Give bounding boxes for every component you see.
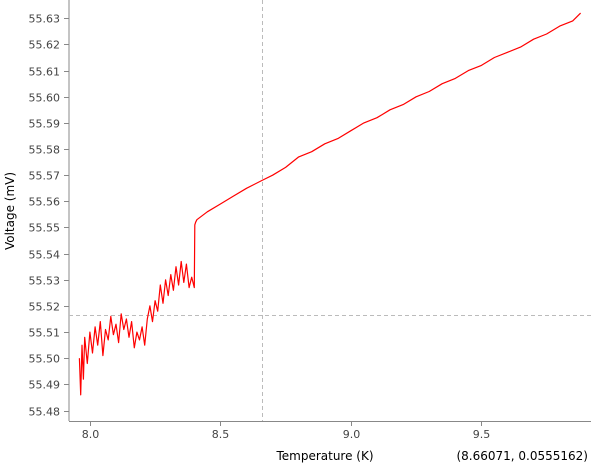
y-tick-label: 55.56 xyxy=(29,196,61,209)
y-tick-label: 55.57 xyxy=(29,170,61,183)
y-tick-label: 55.50 xyxy=(29,353,61,366)
series-line-0 xyxy=(78,12,582,396)
x-tick-label: 9.0 xyxy=(343,428,361,441)
y-tick-label: 55.63 xyxy=(29,13,61,26)
y-tick-label: 55.61 xyxy=(29,66,61,79)
x-tick-label: 9.5 xyxy=(473,428,491,441)
y-axis: 55.48 55.49 55.50 55.51 55.52 55.53 55.54 55.55… xyxy=(29,0,70,421)
y-tick-label: 55.60 xyxy=(29,92,61,105)
series-layer xyxy=(78,12,582,396)
y-axis-title: Voltage (mV) xyxy=(3,172,17,250)
y-tick-label: 55.54 xyxy=(29,249,61,262)
x-axis-title: Temperature (K) xyxy=(275,449,373,463)
cursor-coordinate-readout: (8.66071, 0.0555162) xyxy=(456,449,588,463)
x-tick-label: 8.5 xyxy=(212,428,230,441)
y-tick-label: 55.48 xyxy=(29,406,61,419)
x-tick-label: 8.0 xyxy=(82,428,100,441)
y-tick-label: 55.59 xyxy=(29,118,61,131)
y-tick-label: 55.51 xyxy=(29,327,61,340)
y-tick-label: 55.52 xyxy=(29,301,61,314)
y-tick-label: 55.49 xyxy=(29,379,61,392)
y-tick-label: 55.58 xyxy=(29,144,61,157)
y-tick-label: 55.55 xyxy=(29,222,61,235)
x-axis: 8.0 8.5 9.0 9.5 xyxy=(69,421,591,441)
y-tick-label: 55.53 xyxy=(29,275,61,288)
crosshair xyxy=(69,0,591,421)
y-tick-label: 55.62 xyxy=(29,39,61,52)
